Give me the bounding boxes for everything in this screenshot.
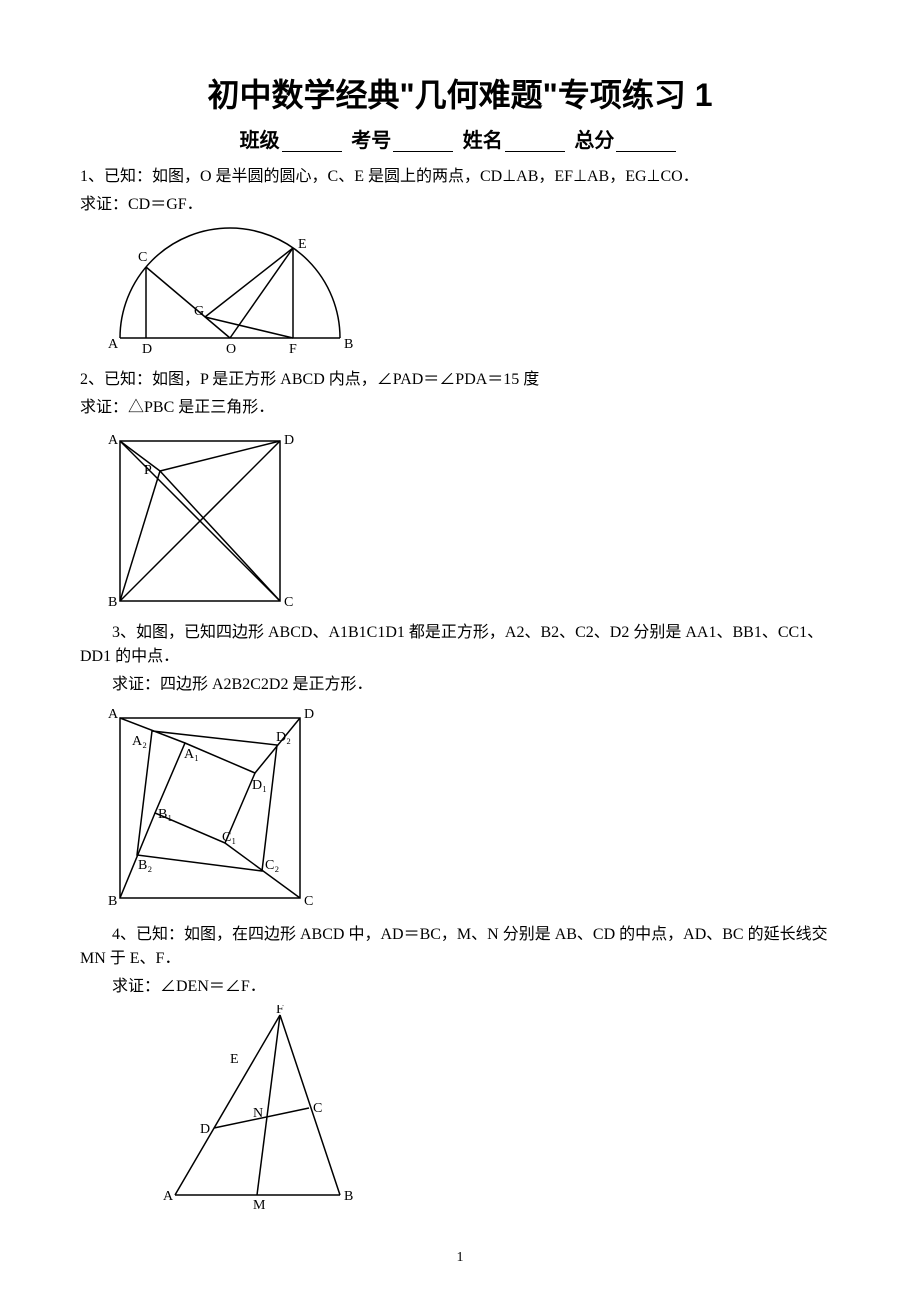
problem-3-text: 3、如图，已知四边形 ABCD、A1B1C1D1 都是正方形，A2、B2、C2、… <box>80 621 840 669</box>
exam-label: 考号 <box>351 130 391 152</box>
problem-1-text: 1、已知：如图，O 是半圆的圆心，C、E 是圆上的两点，CD⊥AB，EF⊥AB，… <box>80 165 840 189</box>
label-B3: B <box>108 894 117 909</box>
label-B1: B₁ <box>158 807 172 822</box>
problem-2-prove: 求证：△PBC 是正三角形． <box>80 396 840 420</box>
header-row: 班级 考号 姓名 总分 <box>80 124 840 153</box>
label-B: B <box>344 337 353 352</box>
label-D3: D <box>304 707 314 722</box>
problem-2-text: 2、已知：如图，P 是正方形 ABCD 内点，∠PAD＝∠PDA＝15 度 <box>80 368 840 392</box>
label-C: C <box>138 250 147 265</box>
label-B2: B <box>108 595 117 610</box>
label-D2sq: D₂ <box>276 730 291 745</box>
label-A1: A₁ <box>184 747 199 762</box>
label-O: O <box>226 342 236 357</box>
class-label: 班级 <box>240 130 280 152</box>
label-F: F <box>289 342 297 357</box>
label-N4: N <box>253 1106 263 1121</box>
label-C4: C <box>313 1101 322 1116</box>
label-A2sq: A₂ <box>132 734 147 749</box>
label-A: A <box>108 337 119 352</box>
label-A3: A <box>108 707 119 722</box>
page-title: 初中数学经典"几何难题"专项练习 1 <box>80 70 840 116</box>
label-E4: E <box>230 1052 239 1067</box>
exam-blank <box>393 132 453 152</box>
class-blank <box>282 132 342 152</box>
label-D4: D <box>200 1122 210 1137</box>
label-P2: P <box>144 463 152 478</box>
label-D2: D <box>284 433 294 448</box>
label-B4: B <box>344 1189 353 1204</box>
score-label: 总分 <box>574 130 614 152</box>
score-blank <box>616 132 676 152</box>
label-F4: F <box>276 1005 284 1017</box>
label-A2: A <box>108 433 119 448</box>
label-A4: A <box>163 1189 174 1204</box>
problem-3-figure: A D B C A₁ D₁ C₁ B₁ A₂ D₂ C₂ B₂ <box>100 703 840 913</box>
problem-1-prove: 求证：CD＝GF． <box>80 193 840 217</box>
page-number: 1 <box>80 1250 840 1266</box>
label-C1: C₁ <box>222 830 236 845</box>
problem-4-text: 4、已知：如图，在四边形 ABCD 中，AD＝BC，M、N 分别是 AB、CD … <box>80 923 840 971</box>
problem-3-prove: 求证：四边形 A2B2C2D2 是正方形． <box>80 673 840 697</box>
label-D1: D₁ <box>252 778 267 793</box>
label-E: E <box>298 237 307 252</box>
problem-4-figure: A B M D C N E F <box>160 1005 840 1210</box>
name-blank <box>505 132 565 152</box>
problem-2-figure: A D B C P <box>100 426 840 611</box>
label-M4: M <box>253 1198 266 1210</box>
name-label: 姓名 <box>463 130 503 152</box>
problem-4-prove: 求证：∠DEN＝∠F． <box>80 975 840 999</box>
label-B2sq: B₂ <box>138 858 152 873</box>
label-D: D <box>142 342 152 357</box>
problem-1-figure: A B C D E F G O <box>100 223 840 358</box>
label-C2sq: C₂ <box>265 858 279 873</box>
label-C3: C <box>304 894 313 909</box>
label-G: G <box>194 304 204 319</box>
label-C2: C <box>284 595 293 610</box>
